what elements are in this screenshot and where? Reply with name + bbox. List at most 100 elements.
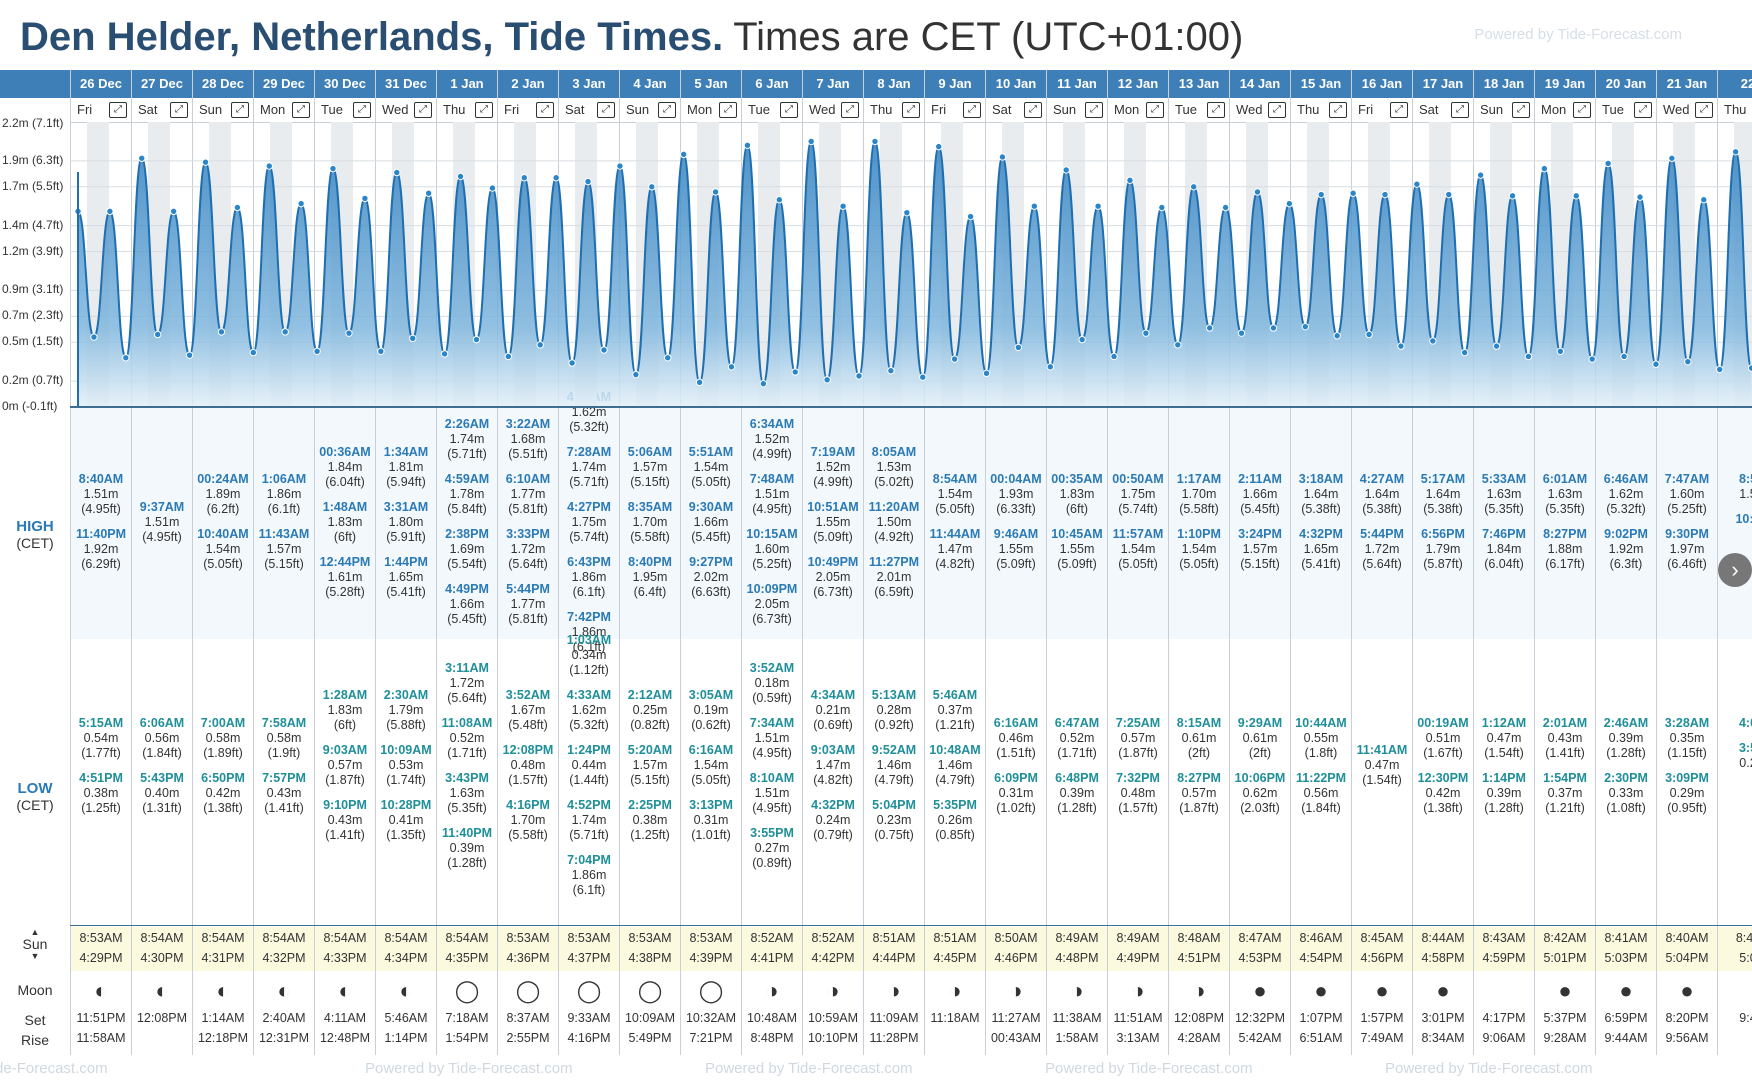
- tide-point[interactable]: [1349, 189, 1357, 197]
- tide-point[interactable]: [966, 212, 975, 221]
- tide-point[interactable]: [1716, 365, 1724, 374]
- tide-point[interactable]: [903, 208, 911, 217]
- tide-point[interactable]: [361, 194, 369, 203]
- tide-point[interactable]: [345, 329, 353, 337]
- tide-point[interactable]: [217, 328, 226, 336]
- tide-point[interactable]: [472, 335, 481, 344]
- expand-icon[interactable]: ⤢: [963, 102, 981, 118]
- tide-point[interactable]: [1237, 329, 1246, 337]
- tide-point[interactable]: [297, 199, 305, 208]
- day-date[interactable]: 2 Jan: [498, 70, 558, 98]
- tide-point[interactable]: [1572, 192, 1580, 200]
- tide-point[interactable]: [982, 369, 991, 378]
- expand-icon[interactable]: ⤢: [1512, 102, 1530, 118]
- tide-point[interactable]: [839, 202, 847, 210]
- tide-point[interactable]: [998, 153, 1007, 161]
- expand-icon[interactable]: ⤢: [1451, 102, 1469, 118]
- day-date[interactable]: 9 Jan: [925, 70, 985, 98]
- tide-point[interactable]: [456, 172, 465, 181]
- tide-point[interactable]: [281, 328, 289, 336]
- tide-point[interactable]: [440, 350, 449, 358]
- day-date[interactable]: 4 Jan: [620, 70, 680, 98]
- tide-point[interactable]: [1174, 341, 1182, 349]
- tide-point[interactable]: [823, 376, 831, 384]
- tide-point[interactable]: [122, 354, 130, 362]
- tide-point[interactable]: [791, 368, 799, 376]
- expand-icon[interactable]: ⤢: [1146, 102, 1164, 118]
- tide-point[interactable]: [520, 174, 528, 182]
- tide-point[interactable]: [632, 370, 640, 379]
- tide-point[interactable]: [201, 158, 210, 166]
- expand-icon[interactable]: ⤢: [1390, 102, 1408, 118]
- day-date[interactable]: 7 Jan: [803, 70, 863, 98]
- tide-point[interactable]: [329, 164, 337, 173]
- tide-point[interactable]: [1205, 324, 1214, 332]
- expand-icon[interactable]: ⤢: [780, 102, 798, 118]
- expand-icon[interactable]: ⤢: [475, 102, 493, 118]
- tide-point[interactable]: [1381, 190, 1389, 199]
- day-date[interactable]: 11 Jan: [1047, 70, 1107, 98]
- tide-point[interactable]: [1508, 192, 1517, 200]
- tide-point[interactable]: [1397, 342, 1405, 350]
- tide-point[interactable]: [1604, 159, 1612, 168]
- tide-point[interactable]: [568, 359, 576, 367]
- tide-point[interactable]: [664, 354, 672, 362]
- tide-point[interactable]: [711, 188, 720, 196]
- tide-point[interactable]: [536, 341, 544, 349]
- tide-point[interactable]: [743, 141, 752, 150]
- tide-point[interactable]: [1684, 357, 1692, 366]
- tide-point[interactable]: [616, 162, 624, 170]
- tide-point[interactable]: [759, 379, 768, 388]
- expand-icon[interactable]: ⤢: [353, 102, 371, 118]
- tide-point[interactable]: [1636, 193, 1644, 201]
- tide-point[interactable]: [249, 348, 258, 357]
- day-date[interactable]: 22: [1718, 70, 1752, 98]
- expand-icon[interactable]: ⤢: [170, 102, 188, 118]
- tide-point[interactable]: [1014, 343, 1023, 352]
- tide-point[interactable]: [1413, 180, 1421, 188]
- expand-icon[interactable]: ⤢: [1634, 102, 1652, 118]
- day-date[interactable]: 29 Dec: [254, 70, 314, 98]
- tide-point[interactable]: [169, 207, 178, 216]
- tide-point[interactable]: [1476, 171, 1485, 179]
- next-arrow-button[interactable]: ›: [1718, 553, 1752, 587]
- tide-point[interactable]: [1285, 199, 1294, 208]
- tide-point[interactable]: [106, 207, 114, 216]
- tide-point[interactable]: [887, 367, 895, 375]
- day-date[interactable]: 6 Jan: [742, 70, 802, 98]
- tide-point[interactable]: [504, 352, 513, 361]
- tide-point[interactable]: [1158, 203, 1166, 212]
- tide-point[interactable]: [1445, 190, 1453, 199]
- expand-icon[interactable]: ⤢: [231, 102, 249, 118]
- tide-point[interactable]: [1429, 337, 1437, 345]
- tide-point[interactable]: [1460, 348, 1469, 357]
- tide-point[interactable]: [1126, 176, 1134, 184]
- tide-point[interactable]: [265, 162, 273, 170]
- expand-icon[interactable]: ⤢: [1329, 102, 1347, 118]
- tide-point[interactable]: [488, 184, 497, 192]
- tide-point[interactable]: [1269, 324, 1278, 332]
- day-date[interactable]: 15 Jan: [1291, 70, 1351, 98]
- expand-icon[interactable]: ⤢: [1573, 102, 1591, 118]
- day-date[interactable]: 17 Jan: [1413, 70, 1473, 98]
- tide-point[interactable]: [185, 351, 194, 359]
- tide-point[interactable]: [1142, 329, 1150, 337]
- tide-point[interactable]: [1747, 364, 1752, 372]
- tide-point[interactable]: [409, 334, 417, 343]
- tide-point[interactable]: [648, 183, 656, 191]
- tide-point[interactable]: [1094, 202, 1102, 210]
- day-date[interactable]: 27 Dec: [132, 70, 192, 98]
- day-date[interactable]: 8 Jan: [864, 70, 924, 98]
- tide-point[interactable]: [552, 174, 560, 182]
- expand-icon[interactable]: ⤢: [597, 102, 615, 118]
- expand-icon[interactable]: ⤢: [1695, 102, 1713, 118]
- tide-point[interactable]: [807, 137, 815, 146]
- tide-point[interactable]: [1652, 360, 1660, 368]
- tide-point[interactable]: [584, 177, 592, 186]
- expand-icon[interactable]: ⤢: [902, 102, 920, 118]
- tide-point[interactable]: [1556, 347, 1565, 355]
- day-date[interactable]: 28 Dec: [193, 70, 253, 98]
- expand-icon[interactable]: ⤢: [658, 102, 676, 118]
- expand-icon[interactable]: ⤢: [1268, 102, 1286, 118]
- tide-point[interactable]: [1030, 202, 1039, 210]
